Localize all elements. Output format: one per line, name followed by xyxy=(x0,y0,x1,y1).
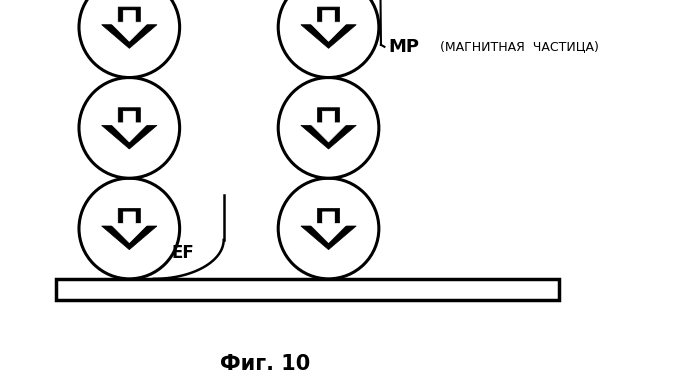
Text: (МАГНИТНАЯ  ЧАСТИЦА): (МАГНИТНАЯ ЧАСТИЦА) xyxy=(440,40,599,53)
Polygon shape xyxy=(101,208,157,250)
Polygon shape xyxy=(110,111,148,142)
Polygon shape xyxy=(301,7,356,48)
Text: EF: EF xyxy=(171,245,194,262)
Polygon shape xyxy=(310,212,347,243)
Polygon shape xyxy=(301,108,356,149)
Bar xyxy=(56,279,559,300)
Ellipse shape xyxy=(278,78,379,178)
Polygon shape xyxy=(101,108,157,149)
Polygon shape xyxy=(310,11,347,41)
Polygon shape xyxy=(301,208,356,250)
Text: Фиг. 10: Фиг. 10 xyxy=(220,355,311,374)
Polygon shape xyxy=(110,212,148,243)
Polygon shape xyxy=(310,111,347,142)
Ellipse shape xyxy=(79,78,180,178)
Text: MP: MP xyxy=(388,38,419,56)
Ellipse shape xyxy=(278,0,379,78)
Ellipse shape xyxy=(79,0,180,78)
Ellipse shape xyxy=(79,178,180,279)
Ellipse shape xyxy=(278,178,379,279)
Polygon shape xyxy=(110,11,148,41)
Polygon shape xyxy=(101,7,157,48)
